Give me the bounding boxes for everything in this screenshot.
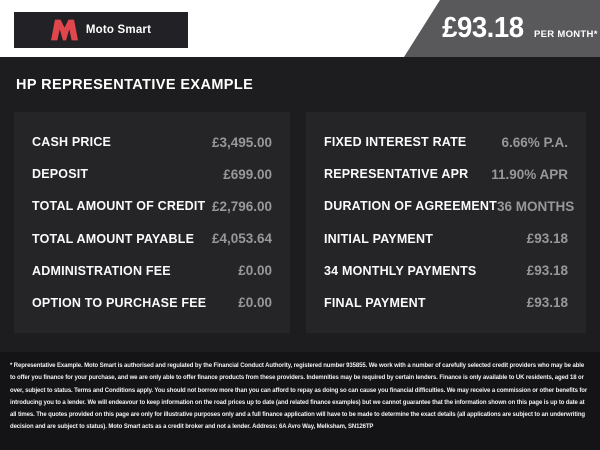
row-label: CASH PRICE — [32, 135, 112, 150]
table-row: CASH PRICE £3,495.00 — [32, 126, 272, 158]
row-label: FINAL PAYMENT — [324, 295, 426, 310]
row-value: 11.90% APR — [491, 166, 568, 182]
row-value: £4,053.64 — [211, 231, 272, 247]
finance-panel-left: CASH PRICE £3,495.00 DEPOSIT £699.00 TOT… — [14, 112, 290, 333]
row-label: OPTION TO PURCHASE FEE — [32, 295, 207, 310]
table-row: INITIAL PAYMENT £93.18 — [324, 223, 568, 255]
disclaimer-text: * Representative Example. Moto Smart is … — [10, 363, 588, 431]
table-row: OPTION TO PURCHASE FEE £0.00 — [32, 287, 272, 319]
finance-panel-right: FIXED INTEREST RATE 6.66% P.A. REPRESENT… — [306, 112, 586, 333]
page-title: HP REPRESENTATIVE EXAMPLE — [16, 77, 254, 93]
logo-text: Moto Smart — [85, 24, 152, 36]
footer-band: * Representative Example. Moto Smart is … — [0, 352, 600, 450]
row-label: DURATION OF AGREEMENT — [324, 199, 497, 214]
table-row: FIXED INTEREST RATE 6.66% P.A. — [324, 126, 568, 158]
moto-smart-m-icon — [50, 19, 78, 41]
row-value: 6.66% P.A. — [501, 134, 568, 150]
monthly-price-suffix: PER MONTH* — [534, 28, 598, 40]
row-value: 36 MONTHS — [496, 198, 575, 214]
table-row: DEPOSIT £699.00 — [32, 158, 272, 190]
row-value: £2,796.00 — [211, 198, 272, 214]
row-value: £0.00 — [238, 263, 272, 279]
table-row: 34 MONTHLY PAYMENTS £93.18 — [324, 255, 568, 287]
row-value: £3,495.00 — [211, 134, 272, 150]
monthly-price-banner: £93.18 PER MONTH* — [404, 0, 600, 57]
row-value: £0.00 — [238, 295, 272, 311]
row-value: £93.18 — [526, 231, 568, 247]
table-row: ADMINISTRATION FEE £0.00 — [32, 255, 272, 287]
table-row: TOTAL AMOUNT PAYABLE £4,053.64 — [32, 223, 272, 255]
monthly-price: £93.18 — [442, 12, 524, 44]
row-label: REPRESENTATIVE APR — [324, 167, 469, 182]
row-label: 34 MONTHLY PAYMENTS — [324, 263, 477, 278]
table-row: FINAL PAYMENT £93.18 — [324, 287, 568, 319]
row-label: TOTAL AMOUNT OF CREDIT — [32, 199, 206, 214]
row-value: £93.18 — [526, 263, 568, 279]
row-label: TOTAL AMOUNT PAYABLE — [32, 231, 195, 246]
table-row: DURATION OF AGREEMENT 36 MONTHS — [324, 190, 574, 222]
moto-smart-logo: Moto Smart — [14, 12, 188, 48]
row-value: £699.00 — [223, 166, 272, 182]
row-label: ADMINISTRATION FEE — [32, 263, 171, 278]
table-row: TOTAL AMOUNT OF CREDIT £2,796.00 — [32, 190, 272, 222]
row-value: £93.18 — [526, 295, 568, 311]
table-row: REPRESENTATIVE APR 11.90% APR — [324, 158, 568, 190]
row-label: FIXED INTEREST RATE — [324, 135, 467, 150]
row-label: INITIAL PAYMENT — [324, 231, 434, 246]
row-label: DEPOSIT — [32, 167, 89, 182]
